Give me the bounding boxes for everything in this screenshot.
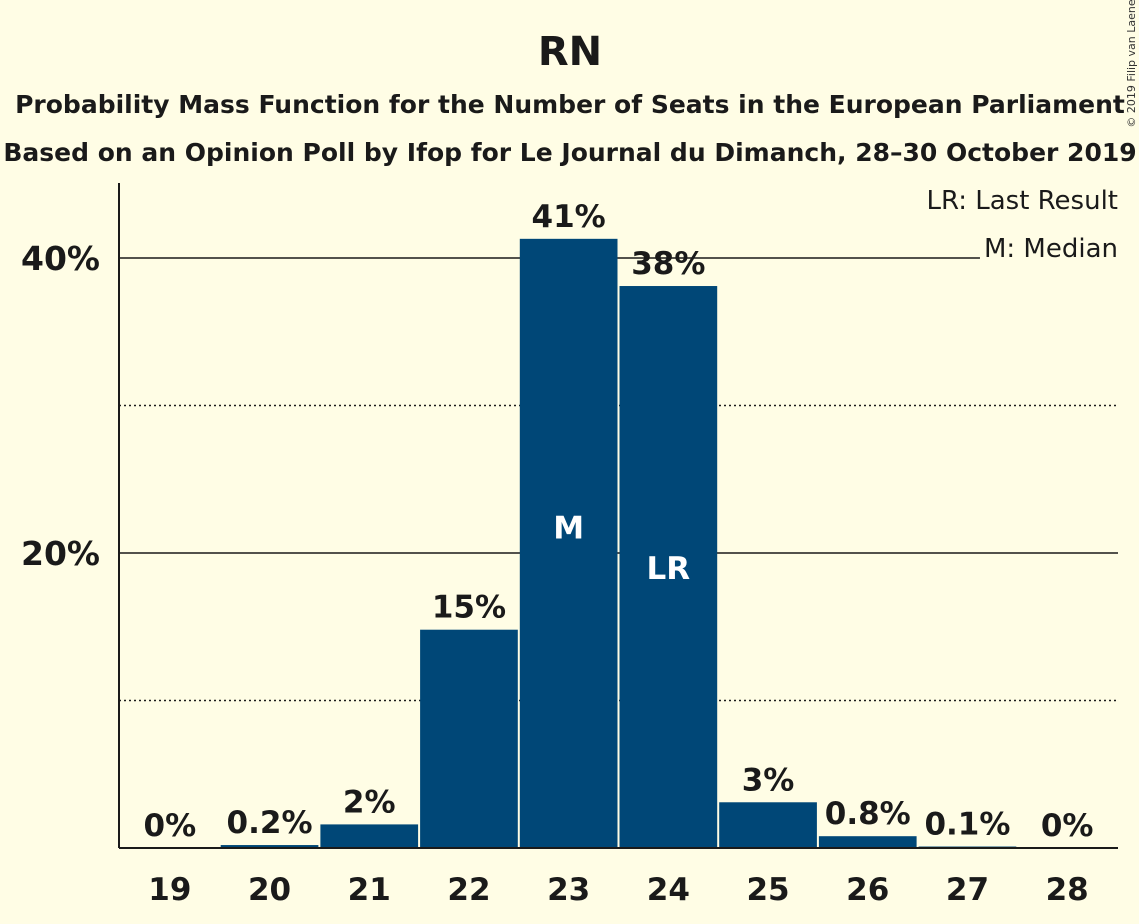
x-tick-label-21: 21 [348, 872, 391, 908]
data-label-27: 0.1% [924, 807, 1010, 843]
y-tick-label-1: 40% [21, 239, 100, 278]
chart-subtitle-1: Probability Mass Function for the Number… [15, 90, 1125, 119]
data-label-24: 38% [631, 246, 705, 282]
bar-22 [420, 629, 518, 848]
x-tick-label-22: 22 [447, 872, 490, 908]
data-label-25: 3% [742, 762, 795, 798]
data-label-23: 41% [532, 199, 606, 235]
x-tick-label-26: 26 [846, 872, 889, 908]
legend-background-2 [979, 234, 1122, 264]
legend-last-result: LR: Last Result [926, 186, 1118, 216]
x-tick-label-27: 27 [946, 872, 989, 908]
bar-25 [719, 802, 817, 848]
x-tick-label-20: 20 [248, 872, 291, 908]
data-label-20: 0.2% [227, 805, 313, 841]
chart-subtitle-2: Based on an Opinion Poll by Ifop for Le … [3, 138, 1136, 167]
y-tick-label-0: 20% [21, 534, 100, 573]
bar-marker-24: LR [647, 551, 691, 587]
data-label-21: 2% [343, 784, 396, 820]
legend-median: M: Median [984, 234, 1118, 264]
x-tick-label-23: 23 [547, 872, 590, 908]
chart-title: RN [538, 29, 602, 75]
bar-21 [320, 824, 419, 848]
y-axis: 20% 40% [21, 183, 120, 848]
x-tick-label-24: 24 [647, 872, 690, 908]
data-label-22: 15% [432, 590, 506, 626]
x-tick-label-25: 25 [746, 872, 789, 908]
x-axis: 19 20 21 22 23 24 25 26 27 28 [119, 847, 1118, 908]
bar-20 [220, 845, 319, 848]
data-label-28: 0% [1041, 808, 1094, 844]
bar-24 [619, 286, 718, 848]
bar-23 [519, 238, 618, 848]
data-labels: 0% 0.2% 2% 15% 41% M 38% LR 3% 0.8% 0.1% 0% [144, 199, 1094, 844]
bar-26 [818, 836, 917, 848]
bars [220, 238, 1017, 848]
legend-background-1 [922, 186, 1122, 216]
data-label-19: 0% [144, 808, 197, 844]
gridlines [119, 257, 1118, 702]
data-label-26: 0.8% [825, 796, 911, 832]
x-tick-label-28: 28 [1046, 872, 1089, 908]
x-tick-label-19: 19 [148, 872, 191, 908]
bar-marker-23: M [553, 510, 584, 546]
copyright-text: © 2019 Filip van Laenen [1125, 0, 1138, 128]
